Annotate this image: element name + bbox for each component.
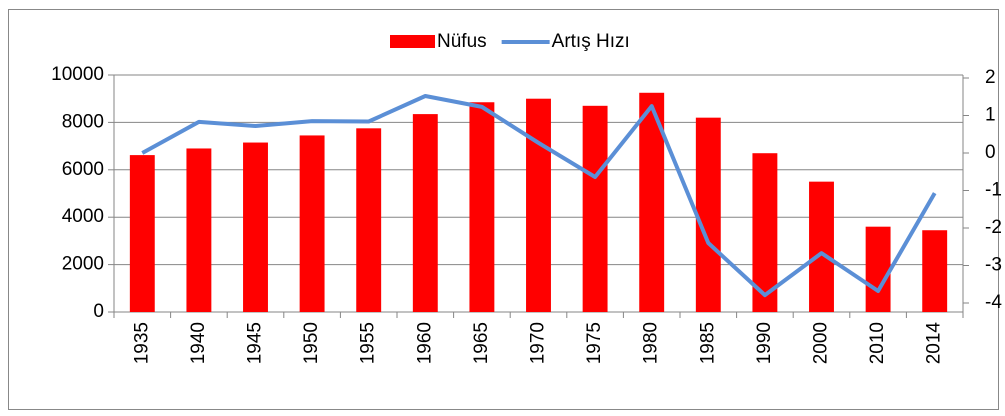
x-tick-label: 1960 (414, 322, 435, 364)
y2-tick-label: -1 (985, 180, 1002, 201)
bar (299, 135, 325, 312)
bar (695, 117, 721, 312)
legend-swatch (390, 35, 435, 48)
y2-tick-label: -4 (985, 292, 1002, 313)
y2-tick-label: 0 (985, 142, 996, 163)
x-tick-label: 1935 (131, 322, 152, 364)
bar (922, 230, 948, 312)
y-tick-label: 0 (93, 301, 104, 322)
x-tick-label: 2014 (924, 322, 945, 365)
legend-label: Artış Hızı (552, 31, 630, 52)
bar (865, 226, 891, 312)
x-tick-label: 1940 (188, 322, 209, 364)
line (141, 94, 937, 298)
x-tick-label: 1985 (697, 322, 718, 364)
x-tick-label: 2010 (867, 322, 888, 364)
bar (469, 102, 495, 312)
bar (526, 98, 551, 312)
y2-tick-label: -2 (985, 217, 1002, 238)
y2-tick-label: -3 (985, 255, 1002, 276)
x-tick-label: 1970 (528, 322, 549, 364)
x-tick-label: 1950 (301, 322, 322, 364)
y-tick-label: 10000 (51, 64, 104, 85)
chart-frame (8, 9, 999, 410)
bar (129, 155, 155, 312)
y2-tick-label: 1 (985, 105, 996, 126)
y-tick-label: 2000 (62, 254, 104, 275)
y-tick-label: 8000 (62, 111, 104, 132)
legend-label: Nüfus (437, 31, 487, 52)
bar (356, 128, 382, 312)
x-tick-label: 1980 (641, 322, 662, 364)
bar (186, 148, 212, 312)
bar (243, 142, 268, 312)
y-tick-label: 4000 (62, 206, 104, 227)
y-tick-label: 6000 (62, 159, 104, 180)
x-tick-label: 1990 (754, 322, 775, 364)
x-tick-label: 1955 (358, 322, 379, 364)
bar (809, 181, 834, 312)
x-tick-label: 1965 (471, 322, 492, 364)
y2-tick-label: 2 (985, 67, 996, 88)
bar (412, 114, 438, 312)
x-tick-label: 1975 (584, 322, 605, 364)
x-tick-label: 2000 (811, 322, 832, 364)
bar (582, 105, 608, 312)
x-tick-label: 1945 (245, 322, 266, 364)
